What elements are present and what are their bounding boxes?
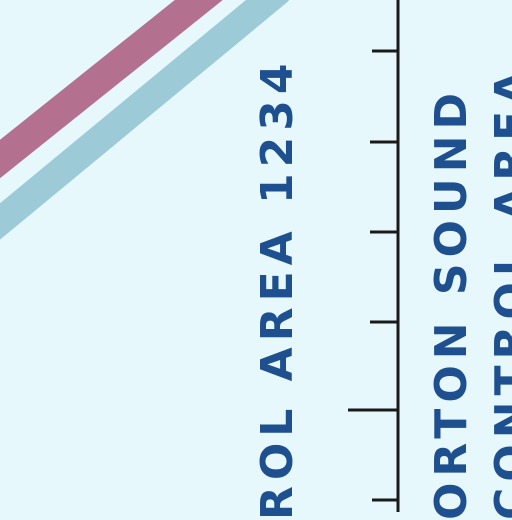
norton-sound-label: ORTON SOUND <box>430 87 474 520</box>
airway-band-mauve <box>0 0 230 175</box>
control-area-label: CONTROL AREA <box>490 65 512 520</box>
control-area-boundary <box>348 0 398 512</box>
control-area-1234-label: ROL AREA 1234 <box>256 58 300 520</box>
